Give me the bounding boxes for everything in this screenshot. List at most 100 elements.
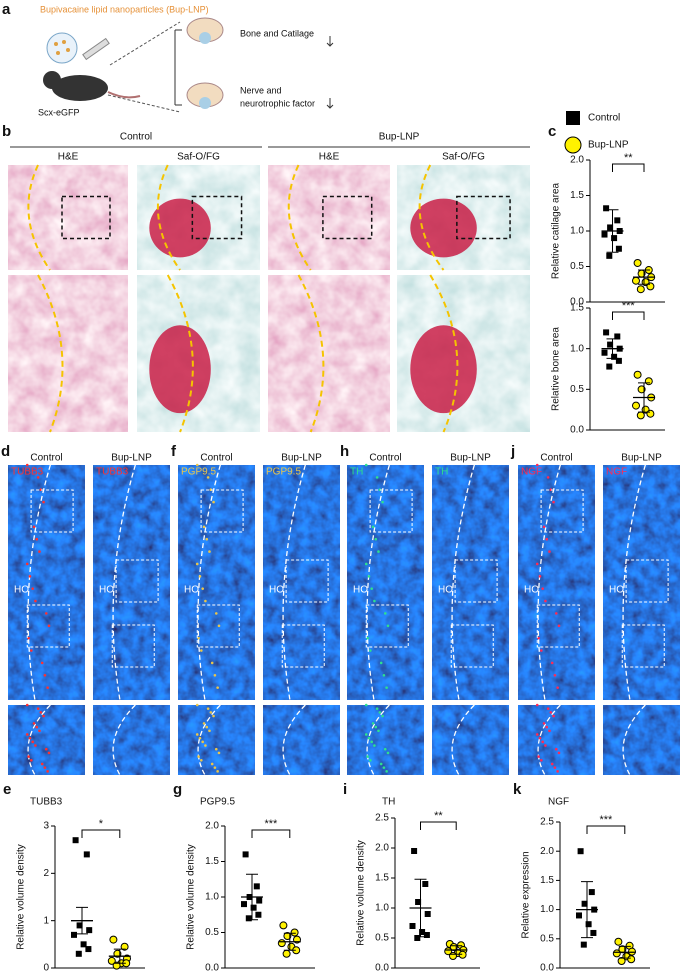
signal-speck — [214, 612, 218, 615]
data-point — [632, 401, 640, 410]
signal-speck — [38, 729, 41, 733]
signal-speck — [385, 770, 388, 773]
data-point — [633, 258, 642, 267]
data-point — [632, 276, 640, 285]
signal-speck — [541, 587, 544, 590]
signal-speck — [39, 711, 43, 714]
signal-speck — [553, 766, 557, 769]
chart-title: TH — [382, 797, 395, 808]
stain-label: PGP9.5 — [181, 467, 216, 478]
significance-label: *** — [264, 818, 278, 830]
data-point — [255, 911, 262, 918]
fluorescence-image — [432, 465, 509, 700]
region-label: HO — [438, 585, 453, 596]
region-label: HO — [99, 585, 114, 596]
y-axis-label: Relative expression — [521, 851, 532, 938]
region-label: HO — [184, 585, 199, 596]
signal-speck — [195, 703, 199, 707]
zoom-box — [369, 489, 413, 533]
signal-speck — [381, 500, 384, 504]
significance-bracket — [420, 821, 457, 830]
data-point — [415, 899, 422, 905]
data-point — [256, 897, 263, 904]
error-bar — [113, 948, 126, 964]
y-tick-label: 0.5 — [570, 384, 584, 395]
data-point — [424, 911, 431, 917]
signal-speck — [27, 755, 30, 758]
y-tick-label: 3 — [43, 821, 49, 832]
signal-speck — [30, 649, 33, 652]
data-point — [601, 349, 608, 356]
signal-speck — [383, 612, 387, 615]
fluorescence-image — [518, 465, 595, 700]
panel-letter: b — [2, 123, 11, 140]
group-label: Control — [200, 453, 232, 464]
legend-label: Bup-LNP — [588, 140, 629, 151]
signal-speck — [552, 500, 555, 504]
y-tick-label: 0.0 — [570, 425, 584, 436]
signal-speck — [546, 707, 550, 710]
signal-speck — [197, 755, 200, 758]
significance-bracket — [612, 311, 645, 320]
y-axis-label: Relative volume density — [16, 844, 27, 950]
data-point — [86, 927, 93, 934]
y-tick-label: 0.5 — [570, 261, 584, 272]
signal-speck — [556, 770, 559, 773]
stain-label: TH — [350, 467, 363, 478]
signal-speck — [32, 525, 36, 529]
signal-speck — [46, 770, 49, 773]
data-point — [615, 245, 622, 252]
y-tick-label: 0.5 — [205, 927, 219, 938]
group-header: Control — [120, 132, 152, 143]
signal-speck — [556, 686, 559, 689]
signal-speck — [28, 575, 32, 578]
signal-speck — [44, 747, 48, 751]
signal-speck — [550, 661, 554, 665]
error-bar — [76, 906, 88, 935]
data-point — [580, 941, 587, 948]
signal-speck — [548, 729, 551, 733]
y-tick-label: 1.5 — [570, 303, 584, 314]
signal-speck — [30, 758, 33, 762]
histology-image — [8, 165, 128, 270]
fluorescence-image — [347, 705, 424, 775]
y-axis-label: Relative bone area — [551, 327, 562, 411]
data-point — [611, 235, 618, 242]
signal-speck — [382, 766, 386, 769]
signal-speck — [381, 714, 384, 718]
y-tick-label: 0.0 — [205, 963, 219, 974]
signal-speck — [542, 722, 546, 725]
signal-speck — [36, 707, 40, 710]
boundary-line — [287, 164, 312, 271]
region-label: HO — [524, 585, 539, 596]
data-point — [614, 937, 623, 946]
data-point — [615, 357, 622, 364]
data-point — [290, 928, 299, 937]
signal-speck — [385, 686, 388, 689]
zoom-box — [115, 559, 159, 603]
data-point — [449, 952, 457, 960]
significance-bracket — [81, 829, 121, 838]
signal-speck — [25, 733, 29, 736]
y-tick-label: 0 — [43, 963, 49, 974]
signal-speck — [43, 673, 47, 677]
signal-speck — [386, 624, 390, 628]
signal-speck — [379, 661, 383, 665]
signal-speck — [214, 747, 218, 751]
panel-letter: k — [513, 781, 522, 798]
data-point — [606, 363, 613, 370]
boundary-line — [297, 274, 325, 433]
signal-speck — [371, 722, 375, 725]
signal-speck — [367, 575, 371, 578]
data-point — [627, 955, 636, 964]
signal-speck — [375, 476, 379, 479]
error-bar — [606, 338, 619, 359]
signal-speck — [212, 500, 215, 504]
zoom-box — [536, 604, 580, 648]
group-label: Bup-LNP — [111, 453, 152, 464]
fluorescence-image — [347, 465, 424, 700]
signal-speck — [374, 725, 378, 729]
signal-speck — [552, 714, 555, 718]
data-point — [250, 904, 257, 911]
group-label: Bup-LNP — [621, 453, 662, 464]
